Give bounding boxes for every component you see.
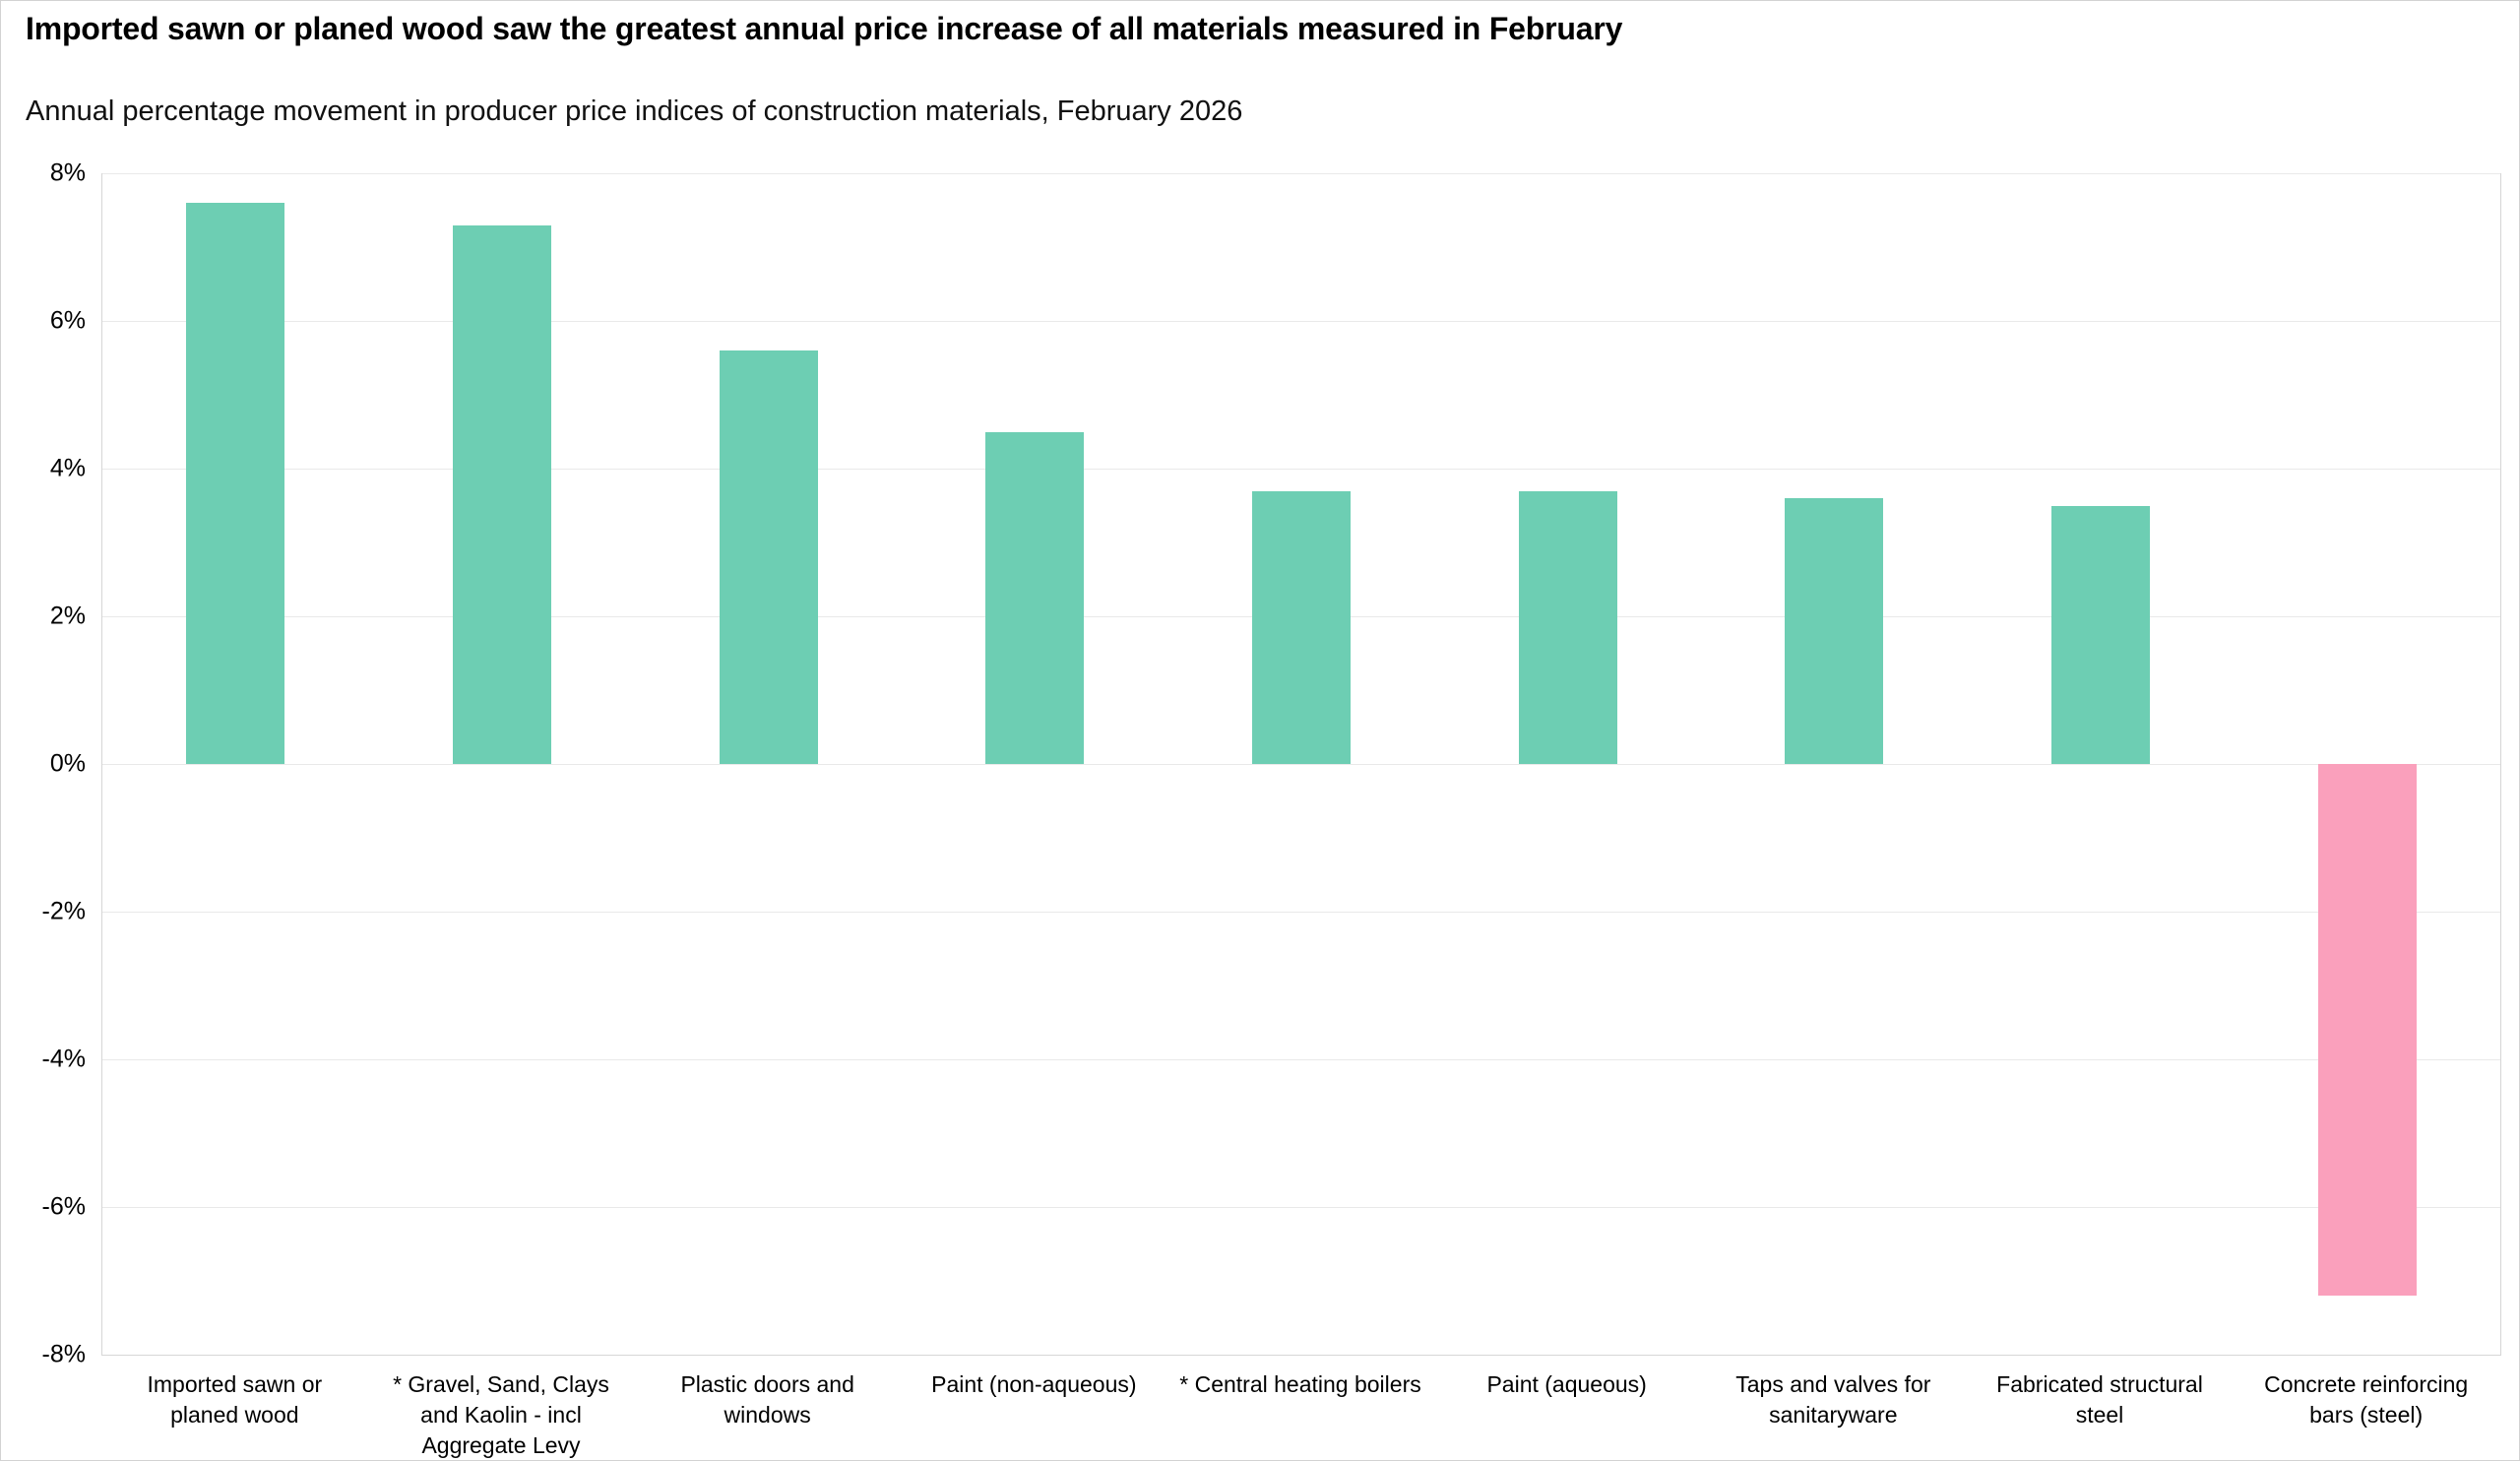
gridline	[102, 173, 2500, 174]
bar	[2317, 764, 2417, 1296]
x-category-label: Taps and valves for sanitaryware	[1735, 1371, 1931, 1428]
x-category-label: Concrete reinforcing bars (steel)	[2264, 1371, 2469, 1428]
y-tick-label: -6%	[41, 1192, 86, 1221]
gridline	[102, 1207, 2500, 1208]
bar	[719, 350, 818, 764]
y-tick-label: -4%	[41, 1045, 86, 1073]
x-category-label: * Central heating boilers	[1179, 1371, 1421, 1397]
gridline	[102, 469, 2500, 470]
x-category-label: Fabricated structural steel	[1996, 1371, 2203, 1428]
bar	[985, 431, 1085, 764]
x-category-label: Paint (non-aqueous)	[931, 1371, 1137, 1397]
bar	[453, 224, 551, 764]
y-tick-label: 4%	[49, 454, 86, 482]
x-category-label: Imported sawn or planed wood	[147, 1371, 323, 1428]
y-tick-label: -2%	[41, 897, 86, 925]
y-tick-label: 0%	[49, 749, 86, 778]
gridline	[102, 764, 2500, 765]
gridline	[102, 321, 2500, 322]
y-tick-label: 8%	[49, 159, 86, 187]
x-category-label: * Gravel, Sand, Clays and Kaolin - incl …	[393, 1371, 609, 1458]
gridline	[102, 912, 2500, 913]
chart-title: Imported sawn or planed wood saw the gre…	[26, 11, 1623, 46]
x-category-label: Plastic doors and windows	[680, 1371, 854, 1428]
bar	[1518, 490, 1617, 764]
y-tick-label: -8%	[41, 1340, 86, 1368]
y-tick-label: 6%	[49, 306, 86, 335]
x-category-label: Paint (aqueous)	[1486, 1371, 1647, 1397]
chart-subtitle: Annual percentage movement in producer p…	[26, 95, 1243, 127]
bar	[1785, 498, 1884, 764]
bar	[186, 203, 285, 764]
plot-area	[101, 173, 2501, 1356]
gridline	[102, 1059, 2500, 1060]
x-axis: Imported sawn or planed wood * Gravel, Sa…	[101, 1369, 2499, 1458]
y-axis: 8% 6% 4% 2% 0% -2% -4% -6% -8%	[1, 159, 86, 1368]
y-tick-label: 2%	[49, 602, 86, 630]
bar	[1252, 490, 1351, 764]
bar	[2051, 505, 2150, 764]
